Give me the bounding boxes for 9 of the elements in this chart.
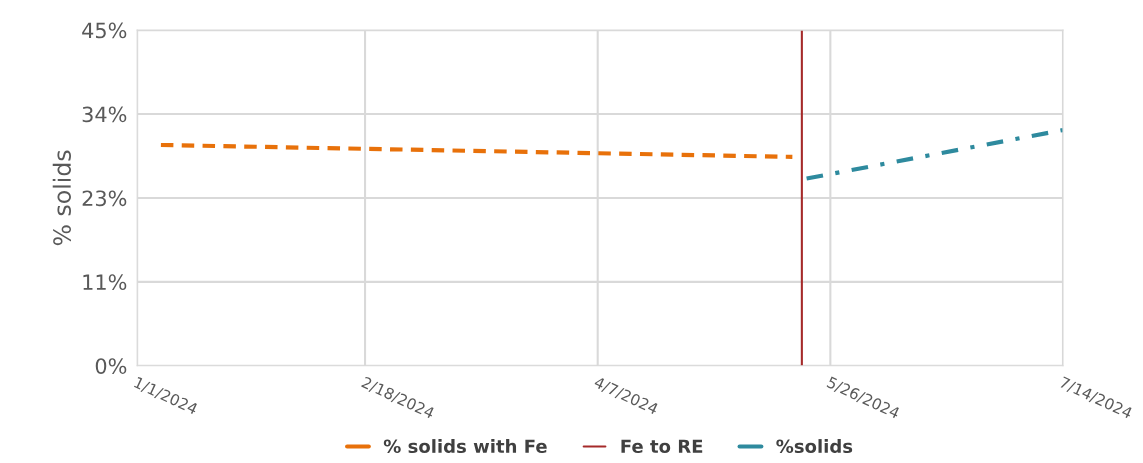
legend-label: %solids <box>776 439 853 454</box>
y-axis-title: % solids <box>52 150 71 246</box>
y-tick-label: 23% <box>82 190 127 207</box>
y-tick-label: 11% <box>83 274 127 291</box>
y-tick-label: 34% <box>82 106 127 123</box>
legend-label: % solids with Fe <box>383 439 547 454</box>
y-tick-label: 0% <box>95 358 127 374</box>
legend-label: Fe to RE <box>621 439 703 454</box>
y-tick-label: 45% <box>82 22 127 39</box>
